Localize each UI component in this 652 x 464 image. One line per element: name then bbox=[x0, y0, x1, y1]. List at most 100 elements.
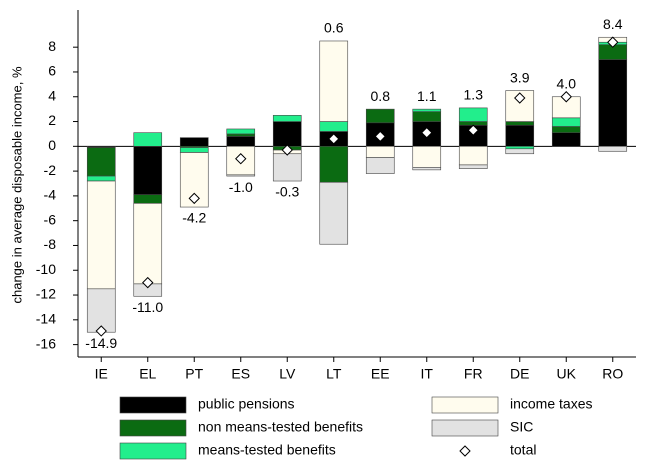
bar-segment bbox=[86, 147, 116, 177]
y-tick-label: 4 bbox=[48, 87, 56, 103]
x-tick-label: IE bbox=[95, 366, 108, 382]
total-marker bbox=[514, 92, 526, 104]
bar-segment bbox=[412, 111, 442, 122]
legend-swatch bbox=[119, 396, 187, 414]
total-label: -1.0 bbox=[229, 179, 253, 195]
y-tick-label: -6 bbox=[44, 211, 57, 227]
bar-segment bbox=[458, 164, 488, 169]
total-marker bbox=[467, 124, 479, 136]
total-marker bbox=[560, 91, 572, 103]
bar-segment bbox=[272, 115, 302, 122]
bar-segment bbox=[272, 153, 302, 182]
total-label: -4.2 bbox=[182, 210, 206, 226]
bar-segment bbox=[179, 137, 209, 147]
legend-label: non means-tested benefits bbox=[198, 419, 363, 435]
y-tick-label: -2 bbox=[44, 162, 57, 178]
bar-segment bbox=[551, 126, 581, 133]
bar-segment bbox=[458, 146, 488, 166]
y-tick-label: -4 bbox=[44, 187, 57, 203]
legend-label: SIC bbox=[510, 419, 533, 435]
total-marker bbox=[328, 133, 340, 145]
y-axis-label: change in average disposable income, % bbox=[9, 66, 24, 303]
y-tick-label: 8 bbox=[48, 38, 56, 54]
bar-segment bbox=[551, 132, 581, 147]
bar-segment bbox=[179, 147, 209, 153]
total-marker bbox=[281, 144, 293, 156]
bar-segment bbox=[133, 132, 163, 147]
bar-segment bbox=[365, 146, 395, 158]
bar-segment bbox=[412, 108, 442, 112]
bar-segment bbox=[226, 128, 256, 135]
total-label: -14.9 bbox=[85, 335, 117, 351]
bar-segment bbox=[226, 133, 256, 137]
total-marker bbox=[421, 126, 433, 139]
x-tick-label: DE bbox=[510, 366, 529, 382]
bar-segment bbox=[505, 124, 535, 147]
total-label: 0.8 bbox=[371, 88, 391, 104]
bar-segment bbox=[551, 117, 581, 127]
y-tick-label: -12 bbox=[36, 286, 56, 302]
x-tick-label: EE bbox=[371, 366, 390, 382]
total-marker bbox=[374, 130, 386, 143]
bar-segment bbox=[505, 121, 535, 126]
total-label: 3.9 bbox=[510, 69, 530, 85]
legend-label: public pensions bbox=[198, 396, 295, 412]
total-label: 8.4 bbox=[603, 16, 623, 32]
x-tick-label: ES bbox=[231, 366, 250, 382]
y-tick-label: 0 bbox=[48, 137, 56, 153]
total-label: -11.0 bbox=[132, 299, 163, 315]
bar-segment bbox=[226, 136, 256, 147]
legend-label: total bbox=[510, 442, 536, 458]
total-marker bbox=[607, 36, 619, 48]
total-label: -0.3 bbox=[275, 184, 299, 200]
bar-segment bbox=[86, 175, 116, 182]
y-tick-label: 2 bbox=[48, 112, 56, 128]
bar-segment bbox=[458, 107, 488, 122]
bar-segment bbox=[319, 181, 349, 245]
legend-label: income taxes bbox=[510, 396, 592, 412]
y-tick-label: -8 bbox=[44, 236, 57, 252]
x-tick-label: IT bbox=[421, 366, 434, 382]
x-tick-label: EL bbox=[139, 366, 156, 382]
legend-label: means-tested benefits bbox=[198, 442, 336, 458]
bar-segment bbox=[412, 146, 442, 168]
bar-segment bbox=[319, 146, 349, 183]
total-marker bbox=[95, 325, 107, 337]
x-tick-label: LV bbox=[279, 366, 296, 382]
total-label: 0.6 bbox=[324, 20, 344, 36]
bar-segment bbox=[412, 167, 442, 171]
total-marker bbox=[235, 153, 247, 165]
bar-segment bbox=[505, 146, 535, 150]
x-tick-label: LT bbox=[326, 366, 342, 382]
bar-segment bbox=[365, 108, 395, 124]
bar-segment bbox=[86, 180, 116, 290]
legend-swatch bbox=[119, 419, 187, 437]
bar-segment bbox=[226, 174, 256, 177]
x-tick-label: FR bbox=[464, 366, 483, 382]
x-tick-label: UK bbox=[557, 366, 577, 382]
legend-swatch bbox=[119, 442, 187, 460]
bar-segment bbox=[319, 121, 349, 132]
y-tick-label: -10 bbox=[36, 261, 56, 277]
total-label: 1.1 bbox=[417, 88, 437, 104]
y-tick-label: -16 bbox=[36, 335, 56, 351]
legend-swatch bbox=[431, 396, 499, 414]
bar-segment bbox=[598, 146, 628, 152]
legend-swatch bbox=[431, 419, 499, 437]
bar-segment bbox=[365, 157, 395, 174]
total-label: 4.0 bbox=[557, 75, 577, 91]
total-marker bbox=[188, 192, 200, 205]
bar-segment bbox=[133, 203, 163, 285]
x-tick-label: RO bbox=[602, 366, 623, 382]
bar-segment bbox=[133, 194, 163, 204]
total-label: 1.3 bbox=[464, 87, 484, 103]
bar-segment bbox=[272, 121, 302, 147]
bar-segment bbox=[319, 40, 349, 122]
x-tick-label: PT bbox=[185, 366, 203, 382]
bar-segment bbox=[598, 59, 628, 147]
bar-segment bbox=[133, 146, 163, 195]
y-tick-label: -14 bbox=[36, 311, 56, 327]
legend-marker bbox=[459, 445, 471, 457]
total-marker bbox=[142, 276, 154, 289]
